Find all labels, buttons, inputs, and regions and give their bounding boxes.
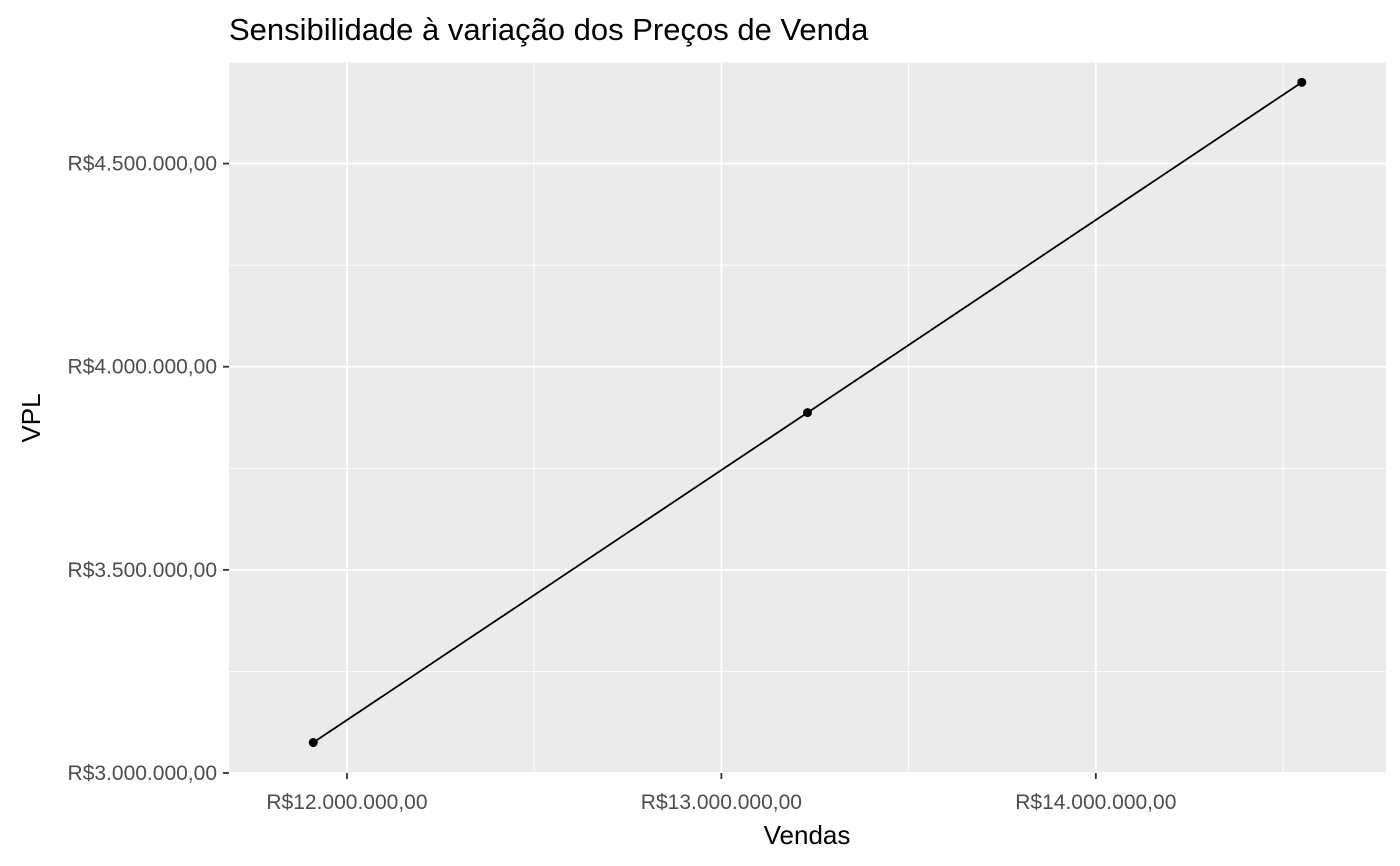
- major-gridlines: [229, 62, 1386, 774]
- minor-gridlines: [229, 61, 1386, 773]
- y-tick-label: R$3.500.000,00: [68, 559, 217, 582]
- y-axis: R$3.000.000,00 R$3.500.000,00 R$4.000.000,…: [68, 153, 229, 785]
- series-layer: [308, 77, 1307, 748]
- data-point: [1297, 77, 1307, 87]
- x-tick-label: R$12.000.000,00: [266, 791, 427, 814]
- x-tick-label: R$13.000.000,00: [641, 791, 802, 814]
- data-point: [308, 738, 318, 748]
- x-axis-title: Vendas: [764, 820, 851, 850]
- chart-title: Sensibilidade à variação dos Preços de V…: [229, 12, 869, 47]
- plot-panel: [229, 62, 1386, 773]
- data-point: [803, 408, 812, 418]
- y-tick-label: R$4.500.000,00: [68, 153, 217, 176]
- x-tick-label: R$14.000.000,00: [1015, 791, 1176, 814]
- y-tick-label: R$3.000.000,00: [68, 762, 217, 785]
- y-axis-title: VPL: [16, 393, 46, 442]
- y-tick-label: R$4.000.000,00: [68, 356, 217, 379]
- x-axis: R$12.000.000,00 R$13.000.000,00 R$14.000.0…: [266, 773, 1176, 814]
